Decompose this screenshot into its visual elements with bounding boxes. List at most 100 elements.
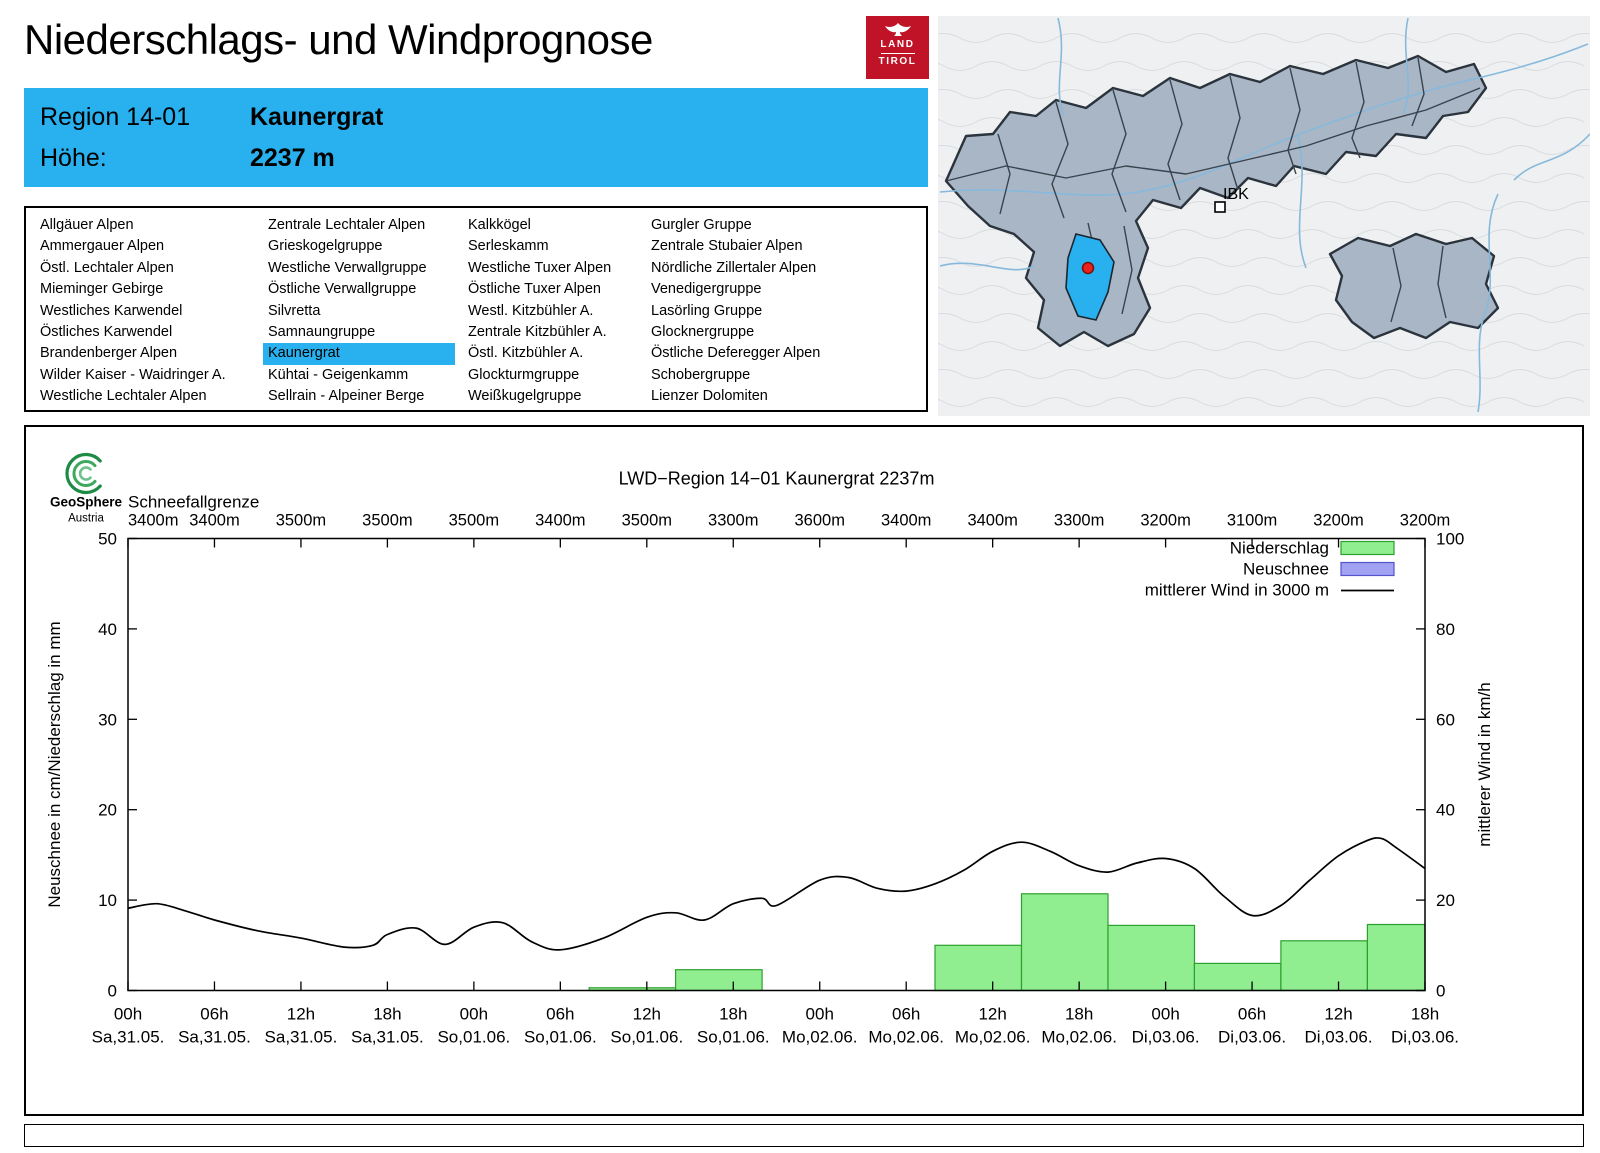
x-tick-labels: 00h Sa,31.05. 06h Sa,31.05. 12h Sa,31.05. 18h S… — [92, 1005, 1459, 1047]
region-list-item[interactable]: Mieminger Gebirge — [40, 281, 164, 298]
x-tick-time: 18h — [1411, 1005, 1439, 1024]
legend-swatch — [1340, 561, 1395, 577]
region-list-item[interactable]: Venedigergruppe — [651, 281, 762, 298]
region-list-item[interactable]: Brandenberger Alpen — [40, 345, 178, 362]
x-tick-time: 18h — [373, 1005, 401, 1024]
land-tirol-logo: LAND TIROL — [866, 16, 929, 79]
y-left-tick: 40 — [98, 620, 117, 639]
region-list-item[interactable]: Östl. Kitzbühler A. — [468, 345, 584, 362]
x-tick-time: 12h — [633, 1005, 661, 1024]
region-list-item[interactable]: Östliche Deferegger Alpen — [651, 345, 821, 362]
x-tick-date: Di,03.06. — [1132, 1028, 1200, 1047]
x-tick-time: 00h — [806, 1005, 834, 1024]
region-list-item[interactable]: Glockturmgruppe — [468, 366, 580, 383]
y-left-tick: 50 — [98, 530, 117, 549]
snowline-value: 3500m — [276, 512, 326, 530]
region-list-item[interactable]: Östliche Tuxer Alpen — [468, 281, 601, 298]
snowline-value: 3200m — [1313, 512, 1363, 530]
x-tick-date: Di,03.06. — [1305, 1028, 1373, 1047]
axes — [127, 537, 1426, 992]
page-title: Niederschlags- und Windprognose — [24, 16, 653, 63]
region-list-item[interactable]: Zentrale Stubaier Alpen — [651, 238, 803, 255]
region-list-item[interactable]: Silvretta — [268, 302, 321, 319]
x-tick-date: Di,03.06. — [1218, 1028, 1286, 1047]
region-list-item[interactable]: Weißkugelgruppe — [468, 388, 582, 405]
x-tick-time: 00h — [1151, 1005, 1179, 1024]
region-list-column: Zentrale Lechtaler Alpen Grieskogelgruppe… — [263, 215, 463, 404]
y-right-tick: 60 — [1436, 710, 1455, 729]
x-tick-time: 06h — [1238, 1005, 1266, 1024]
forecast-chart-svg: GeoSphere Austria LWD−Region 14−01 Kaunerg… — [45, 452, 1494, 1047]
x-tick-time: 00h — [460, 1005, 488, 1024]
x-tick-date: Sa,31.05. — [351, 1028, 424, 1047]
region-list-item[interactable]: Allgäuer Alpen — [40, 217, 134, 233]
x-tick-date: Mo,02.06. — [955, 1028, 1031, 1047]
y-left-tick: 0 — [108, 982, 117, 1001]
map-east-tirol-region[interactable] — [1328, 232, 1500, 340]
region-header: Region 14-01 Kaunergrat Höhe: 2237 m — [24, 88, 928, 187]
region-list-item[interactable]: Östliches Karwendel — [40, 323, 173, 340]
y-axis-right: 0 20 40 60 80 100 — [1436, 530, 1464, 1001]
region-list-item[interactable]: Schobergruppe — [651, 366, 751, 383]
snowline-value: 3400m — [967, 512, 1017, 530]
tirol-overview-map[interactable]: IBK — [938, 16, 1590, 416]
region-list-item[interactable]: Westl. Kitzbühler A. — [468, 302, 594, 319]
snowline-value: 3500m — [449, 512, 499, 530]
region-list-item[interactable]: Serleskamm — [468, 238, 549, 255]
altitude-row: Höhe: 2237 m — [40, 138, 912, 179]
x-tick-time: 00h — [114, 1005, 142, 1024]
region-list-item[interactable]: Westliche Tuxer Alpen — [468, 259, 612, 276]
region-list-item[interactable]: Gurgler Gruppe — [651, 217, 752, 233]
region-list-item[interactable]: Nördliche Zillertaler Alpen — [651, 259, 817, 276]
region-list-item[interactable]: Ammergauer Alpen — [40, 238, 165, 255]
region-list-item[interactable]: Kaunergrat — [263, 343, 455, 365]
region-list-item[interactable]: Kalkkögel — [468, 217, 531, 233]
y-right-axis-label: mittlerer Wind in km/h — [1475, 682, 1494, 846]
x-tick-time: 12h — [978, 1005, 1006, 1024]
region-list-item[interactable]: Westliche Verwallgruppe — [268, 259, 427, 276]
region-list-item[interactable]: Wilder Kaiser - Waidringer A. — [40, 366, 226, 383]
altitude-label: Höhe: — [40, 144, 107, 172]
y-axis-left: 0 10 20 30 40 50 — [98, 530, 117, 1001]
x-tick-date: So,01.06. — [437, 1028, 510, 1047]
region-list-item[interactable]: Sellrain - Alpeiner Berge — [268, 388, 425, 405]
precip-bar — [1366, 923, 1426, 992]
x-tick-date: Mo,02.06. — [868, 1028, 944, 1047]
region-list-item[interactable]: Lienzer Dolomiten — [651, 388, 768, 405]
region-list-item[interactable]: Westliche Lechtaler Alpen — [40, 388, 207, 405]
x-tick-time: 18h — [1065, 1005, 1093, 1024]
x-tick-date: Di,03.06. — [1391, 1028, 1459, 1047]
snowline-row: 3400m 3400m 3500m 3500m 3500m 3400m 3500m 3300m… — [128, 512, 1450, 530]
chart-title: LWD−Region 14−01 Kaunergrat 2237m — [619, 469, 935, 489]
region-list-item[interactable]: Zentrale Lechtaler Alpen — [268, 217, 426, 233]
snowline-label: Schneefallgrenze — [128, 493, 259, 512]
precip-bar — [934, 944, 1023, 992]
y-right-tick: 80 — [1436, 620, 1455, 639]
legend-label: Niederschlag — [1230, 539, 1329, 558]
region-list-item[interactable]: Lasörling Gruppe — [651, 302, 763, 319]
legend-label: Neuschnee — [1243, 560, 1329, 579]
geosphere-sub: Austria — [68, 513, 104, 525]
x-tick-time: 18h — [719, 1005, 747, 1024]
map-selected-region[interactable] — [1065, 233, 1115, 321]
logo-text-land: LAND — [880, 39, 915, 50]
snowline-value: 3600m — [795, 512, 845, 530]
region-list-item[interactable]: Östliche Verwallgruppe — [268, 281, 417, 298]
region-list-item[interactable]: Östl. Lechtaler Alpen — [40, 259, 174, 276]
region-list-item[interactable]: Zentrale Kitzbühler A. — [468, 323, 607, 340]
snowline-value: 3400m — [189, 512, 239, 530]
legend-label: mittlerer Wind in 3000 m — [1145, 581, 1329, 600]
footer-box — [24, 1124, 1584, 1147]
region-list-item[interactable]: Grieskogelgruppe — [268, 238, 383, 255]
y-left-tick: 30 — [98, 710, 117, 729]
y-right-tick: 20 — [1436, 891, 1455, 910]
snowline-value: 3200m — [1140, 512, 1190, 530]
region-list-item[interactable]: Samnaungruppe — [268, 323, 376, 340]
region-list-item[interactable]: Westliches Karwendel — [40, 302, 183, 319]
region-list-item[interactable]: Glocknergruppe — [651, 323, 755, 340]
altitude-value: 2237 m — [250, 144, 335, 172]
region-list-item[interactable]: Kühtai - Geigenkamm — [268, 366, 409, 383]
region-row: Region 14-01 Kaunergrat — [40, 97, 912, 138]
snowline-value: 3300m — [1054, 512, 1104, 530]
